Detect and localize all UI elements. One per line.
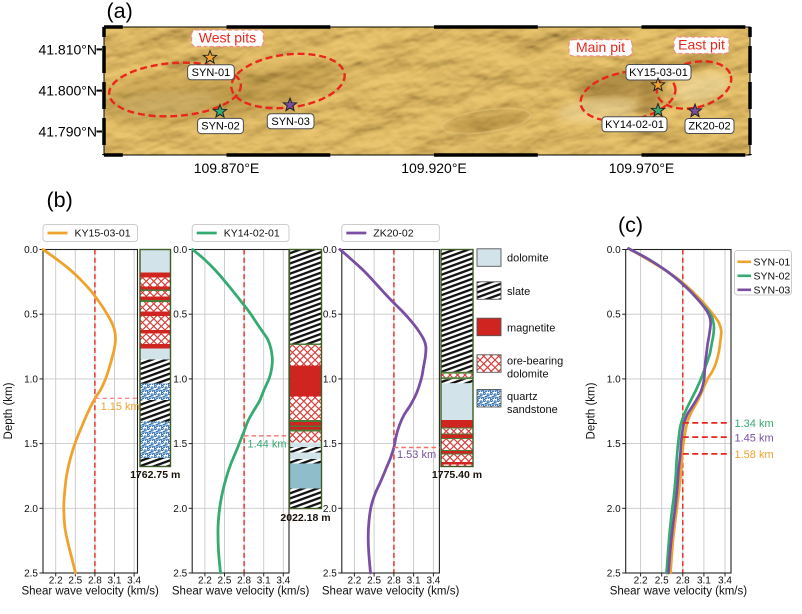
svg-text:KY15-03-01: KY15-03-01 xyxy=(629,67,688,79)
svg-text:2.5: 2.5 xyxy=(323,569,337,580)
svg-text:2022.18 m: 2022.18 m xyxy=(280,512,330,524)
svg-text:sandstone: sandstone xyxy=(507,404,558,416)
svg-text:magnetite: magnetite xyxy=(507,323,555,335)
svg-text:quartz: quartz xyxy=(507,391,538,403)
svg-text:3.4: 3.4 xyxy=(426,576,440,587)
svg-text:0.0: 0.0 xyxy=(607,245,621,256)
svg-text:109.970°E: 109.970°E xyxy=(609,160,675,176)
svg-text:2.5: 2.5 xyxy=(218,576,232,587)
svg-text:SYN-01: SYN-01 xyxy=(754,257,791,269)
svg-text:2.5: 2.5 xyxy=(24,569,38,580)
svg-text:2.5: 2.5 xyxy=(607,569,621,580)
svg-text:(c): (c) xyxy=(618,213,643,237)
svg-text:(a): (a) xyxy=(107,0,133,23)
svg-text:Depth (km): Depth (km) xyxy=(3,382,15,439)
svg-text:2.8: 2.8 xyxy=(676,576,690,587)
svg-text:ZK20-02: ZK20-02 xyxy=(688,121,730,133)
svg-text:0.5: 0.5 xyxy=(323,310,337,321)
svg-text:West pits: West pits xyxy=(199,30,256,46)
svg-text:1.0: 1.0 xyxy=(24,374,38,385)
svg-text:SYN-01: SYN-01 xyxy=(192,67,231,79)
svg-text:1775.40 m: 1775.40 m xyxy=(432,469,482,481)
svg-text:3.1: 3.1 xyxy=(108,576,122,587)
svg-text:Main pit: Main pit xyxy=(576,39,625,55)
svg-text:1762.75 m: 1762.75 m xyxy=(130,469,180,481)
svg-text:1.58 km: 1.58 km xyxy=(735,449,774,461)
svg-text:1.34 km: 1.34 km xyxy=(735,418,774,430)
svg-text:1.0: 1.0 xyxy=(173,374,187,385)
svg-text:East pit: East pit xyxy=(678,37,725,53)
svg-text:0.5: 0.5 xyxy=(607,310,621,321)
svg-text:KY14-02-01: KY14-02-01 xyxy=(224,228,280,240)
svg-text:1.0: 1.0 xyxy=(607,374,621,385)
svg-text:109.920°E: 109.920°E xyxy=(401,160,467,176)
svg-text:Shear wave velocity (km/s): Shear wave velocity (km/s) xyxy=(21,586,159,598)
svg-text:0.5: 0.5 xyxy=(24,310,38,321)
svg-text:1.5: 1.5 xyxy=(323,439,337,450)
svg-text:2.8: 2.8 xyxy=(237,576,251,587)
svg-text:dolomite: dolomite xyxy=(507,253,549,265)
svg-text:2.2: 2.2 xyxy=(198,576,212,587)
svg-text:3.4: 3.4 xyxy=(127,576,141,587)
svg-text:SYN-03: SYN-03 xyxy=(271,116,310,128)
svg-text:2.8: 2.8 xyxy=(88,576,102,587)
svg-text:ore-bearing: ore-bearing xyxy=(507,356,563,368)
svg-text:2.2: 2.2 xyxy=(634,576,648,587)
svg-text:SYN-02: SYN-02 xyxy=(754,271,791,283)
svg-text:1.5: 1.5 xyxy=(607,439,621,450)
svg-text:slate: slate xyxy=(507,286,530,298)
svg-text:dolomite: dolomite xyxy=(507,369,549,381)
svg-text:41.810°N: 41.810°N xyxy=(38,41,97,57)
svg-text:1.45 km: 1.45 km xyxy=(735,432,774,444)
svg-text:3.1: 3.1 xyxy=(257,576,271,587)
svg-text:0.0: 0.0 xyxy=(323,245,337,256)
svg-text:KY15-03-01: KY15-03-01 xyxy=(75,228,131,240)
svg-text:2.0: 2.0 xyxy=(607,504,621,515)
svg-text:KY14-02-01: KY14-02-01 xyxy=(605,119,664,131)
svg-text:0.0: 0.0 xyxy=(173,245,187,256)
svg-text:Depth (km): Depth (km) xyxy=(586,382,598,439)
svg-text:3.1: 3.1 xyxy=(697,576,711,587)
svg-text:3.1: 3.1 xyxy=(407,576,421,587)
svg-text:1.5: 1.5 xyxy=(24,439,38,450)
svg-text:2.0: 2.0 xyxy=(24,504,38,515)
svg-text:2.5: 2.5 xyxy=(68,576,82,587)
svg-text:ZK20-02: ZK20-02 xyxy=(373,228,413,240)
svg-text:2.5: 2.5 xyxy=(655,576,669,587)
svg-text:Shear wave velocity (km/s): Shear wave velocity (km/s) xyxy=(322,586,460,598)
svg-text:SYN-02: SYN-02 xyxy=(201,121,240,133)
svg-text:3.4: 3.4 xyxy=(718,576,732,587)
svg-text:41.800°N: 41.800°N xyxy=(38,83,97,99)
svg-text:2.2: 2.2 xyxy=(49,576,63,587)
svg-text:41.790°N: 41.790°N xyxy=(38,124,97,140)
svg-text:3.4: 3.4 xyxy=(276,576,290,587)
svg-text:1.53 km: 1.53 km xyxy=(397,449,436,461)
svg-text:1.5: 1.5 xyxy=(173,439,187,450)
svg-text:2.8: 2.8 xyxy=(387,576,401,587)
svg-text:0.0: 0.0 xyxy=(24,245,38,256)
svg-text:Shear wave velocity (km/s): Shear wave velocity (km/s) xyxy=(172,586,310,598)
svg-text:(b): (b) xyxy=(47,188,73,212)
svg-text:2.0: 2.0 xyxy=(323,504,337,515)
svg-text:1.0: 1.0 xyxy=(323,374,337,385)
svg-text:SYN-03: SYN-03 xyxy=(754,285,791,297)
svg-text:0.5: 0.5 xyxy=(173,310,187,321)
svg-text:1.15 km: 1.15 km xyxy=(101,401,140,413)
svg-text:1.44 km: 1.44 km xyxy=(247,439,286,451)
svg-text:2.2: 2.2 xyxy=(347,576,361,587)
svg-text:2.5: 2.5 xyxy=(173,569,187,580)
svg-text:2.0: 2.0 xyxy=(173,504,187,515)
svg-text:2.5: 2.5 xyxy=(367,576,381,587)
svg-text:Shear wave velocity (km/s): Shear wave velocity (km/s) xyxy=(610,586,748,598)
svg-text:109.870°E: 109.870°E xyxy=(194,160,260,176)
